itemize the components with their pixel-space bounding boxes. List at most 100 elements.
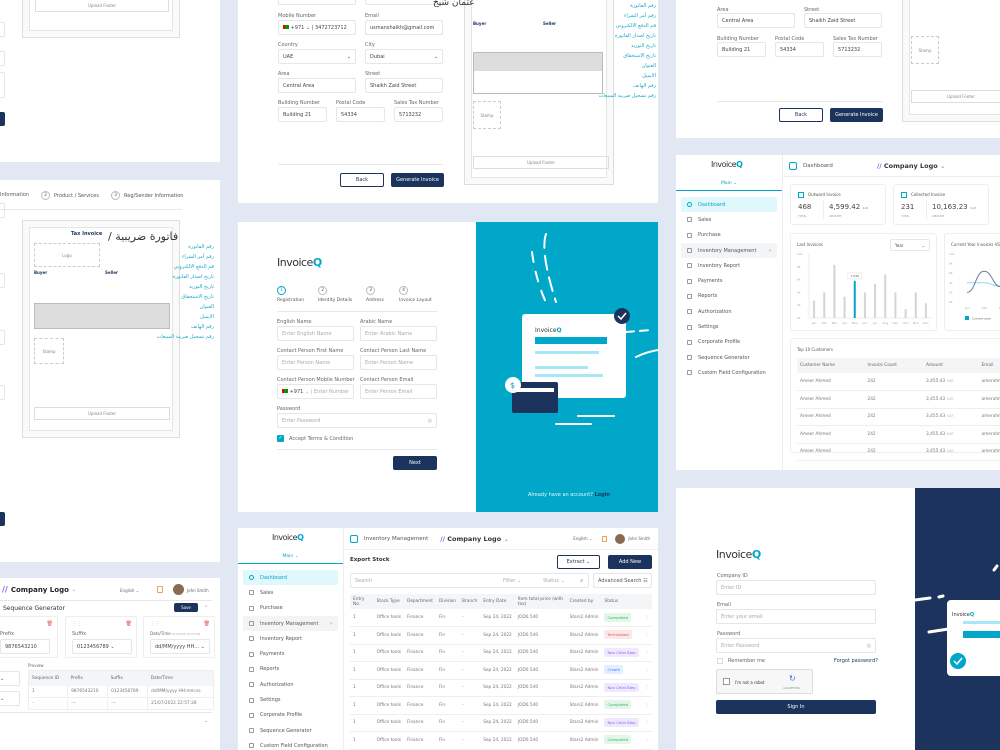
table-row[interactable]: - --- --- 21/07/2022 22:57:28 [28,697,214,710]
mobile-input[interactable]: +971 ⌄ | Enter Number [277,384,354,399]
table-row[interactable]: 1 Office tools Finance Fin - Sep 24, 2022 JOD0… [350,609,652,627]
step-2[interactable]: 2 Identity Details [318,286,353,303]
sidebar-item-authorization[interactable]: Authorization [243,677,338,692]
column-header[interactable]: Amount [923,358,979,373]
sidebar-item-sales[interactable]: Sales [681,212,777,227]
stat-card[interactable]: Collected Invoice 231 TOTAL 10,163.23 SAR AM… [893,184,989,225]
arabic-name-input[interactable]: Enter Arabic Name [360,326,437,341]
row-menu-icon[interactable]: ⋮ [641,731,652,750]
datetime-select[interactable]: dd/MM/yyyy HH... ⌄ [150,639,210,654]
delete-icon[interactable]: 🗑 [125,621,132,627]
sidebar-item-inventory-management[interactable]: Inventory Management › [681,242,777,259]
forgot-password-link[interactable]: Forgot password? [834,658,878,664]
filter-select[interactable]: Filter ⌄ [503,578,522,584]
table-row[interactable]: 1 Office tools Finance Fin - Sep 24, 2022 JOD0… [350,696,652,715]
sidebar-item-settings[interactable]: Settings [681,319,777,334]
back-button[interactable]: Back [340,173,384,187]
sidebar-item-dashboard[interactable]: Dashboard [681,197,777,213]
step-4[interactable]: 4 Invoice Layout [399,286,432,303]
search-input[interactable]: Search Filter ⌄ Status ⌄ ⌕ [350,573,589,588]
sidebar-item-reports[interactable]: Reports [243,662,338,677]
extract-button[interactable]: Extract ⌄ [557,555,600,569]
row-menu-icon[interactable]: ⋮ [641,661,652,680]
step-3[interactable]: 3 Address [366,286,384,303]
building-input[interactable]: Building 21 [717,42,766,57]
notification-icon[interactable] [602,535,608,542]
postal-code-input[interactable]: 54334 [775,42,824,57]
table-row[interactable]: 1 Office tools Finance Fin - Sep 24, 2022 JOD0… [350,661,652,680]
sidebar-item-payments[interactable]: Payments [681,273,777,288]
upload-footer[interactable]: Upload Footer [473,156,609,169]
field-stub[interactable] [365,0,443,5]
sidebar-item-sequence-generator[interactable]: Sequence Generator [243,723,338,738]
password-input[interactable]: Enter Password ◎ [277,413,437,428]
building-input[interactable]: Building 21 [278,107,327,122]
main-dropdown[interactable]: Main ⌄ [676,177,782,191]
prefix-select[interactable]: 9876543210 [0,639,50,654]
suffix-select[interactable]: 0123456789 ⌄ [72,639,132,654]
sidebar-item-settings[interactable]: Settings [243,692,338,707]
area-input[interactable]: Central Area [717,13,795,28]
generate-invoice-button[interactable]: Generate Invoice [391,173,444,187]
column-header[interactable]: Customer Name [797,358,865,373]
sidebar-item-inventory-report[interactable]: Inventory Report [681,258,777,273]
sign-in-button[interactable]: Sign In [716,700,876,714]
table-row[interactable]: 1 Office tools Finance Fin - Sep 24, 2022 JOD0… [350,714,652,732]
collapse-icon[interactable]: ⌃ [204,605,209,611]
expand-icon[interactable]: ⌄ [204,718,209,724]
delete-icon[interactable]: 🗑 [46,621,53,627]
search-icon[interactable]: ⌕ [580,578,583,584]
add-new-button[interactable]: Add New [608,555,652,569]
captcha-checkbox[interactable] [723,678,730,685]
company-logo[interactable]: // Company Logo ⌄ [876,161,946,170]
english-name-input[interactable]: Enter English Name [277,326,354,341]
column-header[interactable]: Suffix [107,670,148,686]
eye-icon[interactable]: ◎ [427,418,432,424]
avatar[interactable] [173,584,184,595]
notification-icon[interactable] [157,586,163,593]
next-button[interactable] [0,112,5,126]
field-stub[interactable] [0,203,5,218]
upload-footer[interactable]: Upload Footer [34,407,170,420]
select-stub[interactable]: ⌄ [0,671,20,686]
avatar[interactable] [615,533,626,544]
remember-checkbox[interactable] [717,658,723,664]
last-name-input[interactable]: Enter Person Name [360,355,437,370]
sidebar-item-reports[interactable]: Reports [681,289,777,304]
sidebar-item-corporate-profile[interactable]: Corporate Profile [243,708,338,723]
step-1[interactable]: 1 Registration [277,286,305,303]
first-name-input[interactable]: Enter Person Name [277,355,354,370]
save-button[interactable]: Save [174,603,198,612]
sidebar-item-authorization[interactable]: Authorization [681,304,777,319]
table-row[interactable]: 1 Office tools Finance Fin - Sep 24, 2022 JOD0… [350,626,652,645]
sidebar-item-custom-field-configuration[interactable]: Custom Field Configuration [681,365,777,380]
street-input[interactable]: Shaikh Zaid Street [804,13,882,28]
sidebar-item-corporate-profile[interactable]: Corporate Profile [681,335,777,350]
period-select[interactable]: Year ⌄ [890,239,930,251]
advanced-search-button[interactable]: Advanced Search ☷ [593,573,652,588]
next-button[interactable] [0,512,5,526]
column-header[interactable]: Status [601,594,642,609]
postal-code-input[interactable]: 54334 [336,107,385,122]
column-header[interactable]: Stock Type [373,594,404,609]
step-3[interactable]: 3 Reg/Sender Information [111,191,183,200]
column-header[interactable]: Sequence ID [28,670,68,686]
sales-tax-input[interactable]: 5713232 [394,107,443,122]
row-menu-icon[interactable]: ⋮ [641,696,652,715]
terms-checkbox[interactable]: ✓ [277,435,284,442]
sidebar-item-payments[interactable]: Payments [243,646,338,661]
column-header[interactable]: Division [435,594,460,609]
login-link[interactable]: Login [594,492,610,498]
company-logo[interactable]: // Company Logo ⌄ [440,534,509,543]
column-header[interactable]: Item total price (with tax) [514,594,567,609]
table-row[interactable]: 1 9876543210 0123456789 dd/MM/yyyy HH:mm:ss [28,685,214,698]
street-input[interactable]: Shaikh Zaid Street [365,78,443,93]
stat-card[interactable]: Outward Invoice 468 TOTAL 4,599.42 SAR AMOUN… [790,184,886,225]
row-menu-icon[interactable]: ⋮ [641,626,652,645]
language-select[interactable]: English ⌄ [573,536,593,541]
field-stub[interactable] [0,72,5,98]
column-header[interactable]: Date/Time [147,670,214,686]
